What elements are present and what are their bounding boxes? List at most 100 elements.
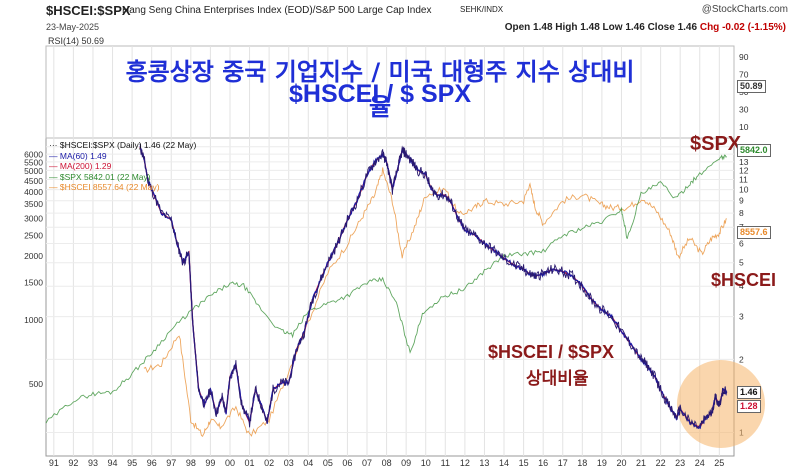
right-tick-label: 10 [739, 185, 749, 195]
x-tick-label: 02 [264, 458, 274, 468]
right-tick-label: 3 [739, 312, 744, 322]
open-label: Open [504, 22, 531, 33]
x-tick-label: 09 [401, 458, 411, 468]
x-tick-label: 10 [421, 458, 431, 468]
exchange-label: SEHK/INDX [460, 5, 504, 14]
x-tick-label: 04 [303, 458, 313, 468]
left-tick-label: 500 [29, 379, 43, 389]
x-tick-label: 00 [225, 458, 235, 468]
left-tick-label: 1500 [24, 278, 43, 288]
rsi-tick-label: 70 [739, 69, 749, 79]
x-tick-label: 96 [147, 458, 157, 468]
x-tick-label: 06 [342, 458, 352, 468]
left-tick-label: 4500 [24, 176, 43, 186]
right-tick-label: 6 [739, 238, 744, 248]
grid-lines [46, 46, 734, 456]
x-tick-label: 01 [245, 458, 255, 468]
left-tick-label: 3000 [24, 213, 43, 223]
x-tick-label: 16 [538, 458, 548, 468]
x-tick-label: 03 [284, 458, 294, 468]
legend: ··· $HSCEI:$SPX (Daily) 1.46 (22 May) — M… [49, 140, 196, 193]
x-tick-label: 15 [519, 458, 529, 468]
x-tick-label: 18 [577, 458, 587, 468]
high-value: 1.48 [580, 22, 600, 33]
open-value: 1.48 [533, 22, 553, 33]
legend-item: — MA(60) 1.49 [49, 150, 107, 161]
right-tick-label: 2 [739, 354, 744, 364]
ma60-line [139, 144, 728, 430]
chg-label: Chg [699, 22, 720, 33]
right-tick-label: 13 [739, 157, 749, 167]
annotation-ratio: $HSCEI / $SPX [488, 342, 615, 362]
x-tick-label: 17 [558, 458, 568, 468]
left-tick-label: 1000 [24, 315, 43, 325]
x-tick-label: 20 [616, 458, 626, 468]
series-lines [45, 143, 728, 437]
x-tick-label: 93 [88, 458, 98, 468]
spx-line [45, 154, 727, 424]
legend-item: — $SPX 5842.01 (22 May) [49, 171, 151, 182]
left-tick-label: 5500 [24, 157, 43, 167]
annotation-ratio-korean: 상대비율 [526, 369, 589, 389]
x-tick-label: 05 [323, 458, 333, 468]
x-tick-label: 91 [49, 458, 59, 468]
ratio-line [139, 143, 728, 429]
x-tick-label: 21 [636, 458, 646, 468]
x-tick-label: 24 [695, 458, 705, 468]
chg-value: -0.02 (-1.15%) [722, 22, 786, 33]
brand-label: @StockCharts.com [701, 4, 788, 15]
price-panel: 91 92 93 94 95 96 97 98 99 00 01 02 03 04 05 06 07 08 09 10… [24, 45, 765, 468]
x-tick-label: 08 [382, 458, 392, 468]
right-tick-label: 5 [739, 258, 744, 268]
index-name: Hang Seng China Enterprises Index (EOD)/… [122, 5, 432, 16]
left-tick-label: 6000 [24, 149, 43, 159]
x-tick-label: 07 [362, 458, 372, 468]
x-tick-label: 19 [597, 458, 607, 468]
high-label: High [555, 22, 578, 33]
chart-symbol: $HSCEI:$SPX [46, 3, 131, 18]
hscei-line [143, 167, 727, 437]
right-tick-label: 9 [739, 196, 744, 206]
right-tick-label: 11 [739, 175, 748, 185]
x-tick-label: 12 [460, 458, 470, 468]
x-tick-label: 25 [714, 458, 724, 468]
x-tick-label: 11 [441, 458, 450, 468]
x-tick-label: 92 [68, 458, 78, 468]
rsi-tick-label: 90 [739, 52, 749, 62]
x-tick-label: 22 [656, 458, 666, 468]
annotation-hscei: $HSCEI [711, 270, 777, 290]
close-label: Close [647, 22, 675, 33]
x-tick-label: 13 [479, 458, 489, 468]
chart-date: 23-May-2025 [46, 22, 100, 32]
x-tick-label: 14 [499, 458, 509, 468]
legend-item: — $HSCEI 8557.64 (22 May) [49, 182, 160, 192]
tag-ratio-close: 1.46 [737, 386, 761, 399]
right-tick-label: 12 [739, 165, 749, 175]
ma200-line [139, 146, 728, 429]
x-tick-label: 23 [675, 458, 685, 468]
x-tick-label: 97 [166, 458, 176, 468]
rsi-tick-label: 10 [739, 122, 749, 132]
left-tick-label: 3500 [24, 199, 43, 209]
tag-rsi: 50.89 [737, 80, 766, 93]
legend-item: — MA(200) 1.29 [49, 161, 112, 171]
low-value: 1.46 [625, 22, 645, 33]
ohlc-readout: Open 1.48 High 1.48 Low 1.46 Close 1.46 … [505, 22, 786, 33]
low-label: Low [602, 22, 623, 33]
left-tick-label: 2000 [24, 251, 43, 261]
x-tick-label: 98 [186, 458, 196, 468]
title-ratio: $HSCEI / $ SPX [288, 80, 472, 108]
x-tick-label: 94 [108, 458, 118, 468]
right-tick-label: 4 [739, 281, 744, 291]
tag-hscei: 8557.6 [737, 226, 771, 239]
left-tick-label: 2500 [24, 230, 43, 240]
x-axis-ticks: 91 92 93 94 95 96 97 98 99 00 01 02 03 04 05 06 07 08 09 10… [49, 458, 725, 468]
right-tick-label: 8 [739, 208, 744, 218]
x-tick-label: 95 [127, 458, 137, 468]
rsi-divider [45, 45, 735, 139]
tag-spx: 5842.0 [737, 144, 771, 157]
legend-item: ··· $HSCEI:$SPX (Daily) 1.46 (22 May) [49, 140, 197, 150]
left-tick-label: 5000 [24, 166, 43, 176]
tag-ma200: 1.28 [737, 400, 761, 413]
